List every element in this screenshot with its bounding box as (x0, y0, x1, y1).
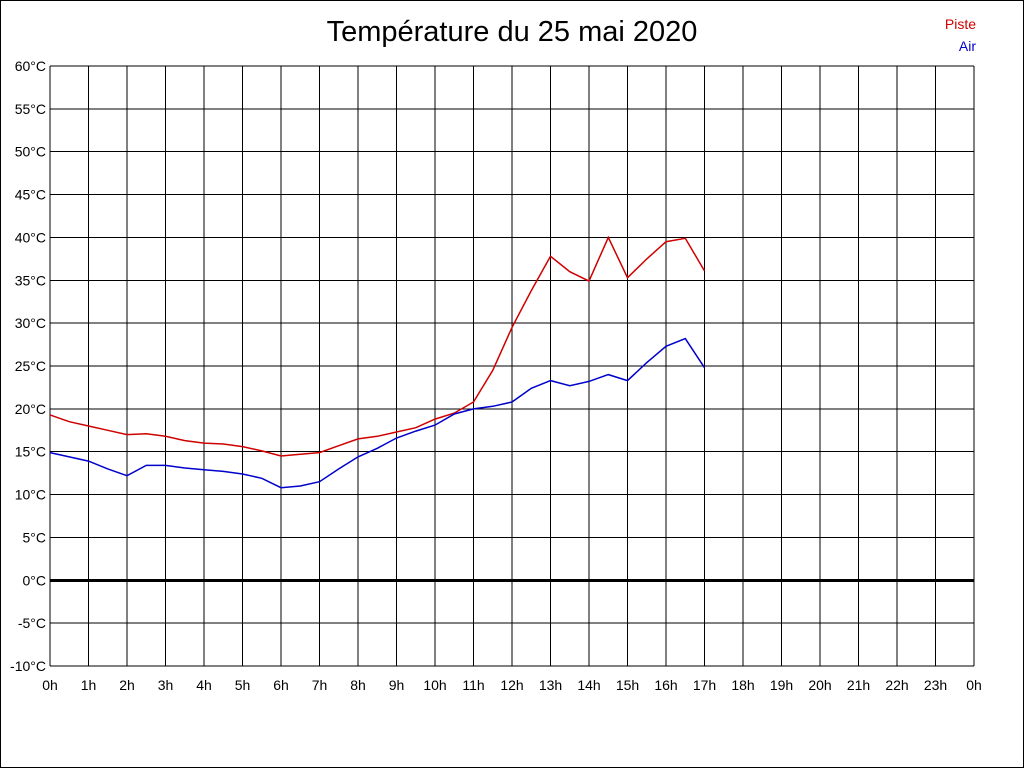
series-line-piste (49, 235, 706, 457)
x-tick-label: 6h (273, 677, 289, 693)
y-tick-label: 55°C (15, 101, 46, 117)
x-tick-label: 13h (539, 677, 562, 693)
x-tick-label: 21h (847, 677, 870, 693)
y-tick-label: 30°C (15, 315, 46, 331)
x-tick-label: 7h (312, 677, 328, 693)
y-tick-label: 50°C (15, 144, 46, 160)
x-tick-label: 19h (770, 677, 793, 693)
x-tick-label: 20h (808, 677, 831, 693)
y-tick-label: 5°C (23, 529, 47, 545)
chart-title: Température du 25 mai 2020 (326, 16, 698, 48)
legend-item-piste: Piste (944, 16, 976, 32)
y-tick-label: 45°C (15, 187, 46, 203)
x-tick-label: 9h (389, 677, 405, 693)
y-tick-label: 40°C (15, 229, 46, 245)
x-tick-label: 22h (885, 677, 908, 693)
y-tick-label: 10°C (15, 487, 46, 503)
x-tick-label: 5h (235, 677, 251, 693)
x-tick-label: 3h (158, 677, 174, 693)
x-tick-label: 12h (500, 677, 523, 693)
x-tick-label: 14h (577, 677, 600, 693)
y-tick-label: 60°C (15, 58, 46, 74)
x-tick-label: 1h (81, 677, 97, 693)
y-tick-label: -10°C (10, 658, 46, 674)
x-tick-label: 8h (350, 677, 366, 693)
y-tick-label: 35°C (15, 272, 46, 288)
series-line-air (49, 337, 706, 489)
y-tick-label: -5°C (18, 615, 46, 631)
y-tick-label: 20°C (15, 401, 46, 417)
x-tick-label: 23h (924, 677, 947, 693)
y-tick-label: 15°C (15, 444, 46, 460)
x-tick-label: 0h (42, 677, 58, 693)
x-tick-label: 15h (616, 677, 639, 693)
x-tick-label: 16h (654, 677, 677, 693)
chart-legend: Piste Air (945, 13, 976, 57)
x-tick-label: 10h (423, 677, 446, 693)
x-tick-label: 4h (196, 677, 212, 693)
x-tick-label: 2h (119, 677, 135, 693)
x-tick-label: 18h (731, 677, 754, 693)
y-tick-label: 25°C (15, 358, 46, 374)
y-tick-label: 0°C (23, 572, 47, 588)
x-tick-label: 17h (693, 677, 716, 693)
legend-item-air: Air (958, 38, 976, 54)
x-tick-label: 11h (462, 677, 484, 693)
x-tick-label: 0h (966, 677, 982, 693)
